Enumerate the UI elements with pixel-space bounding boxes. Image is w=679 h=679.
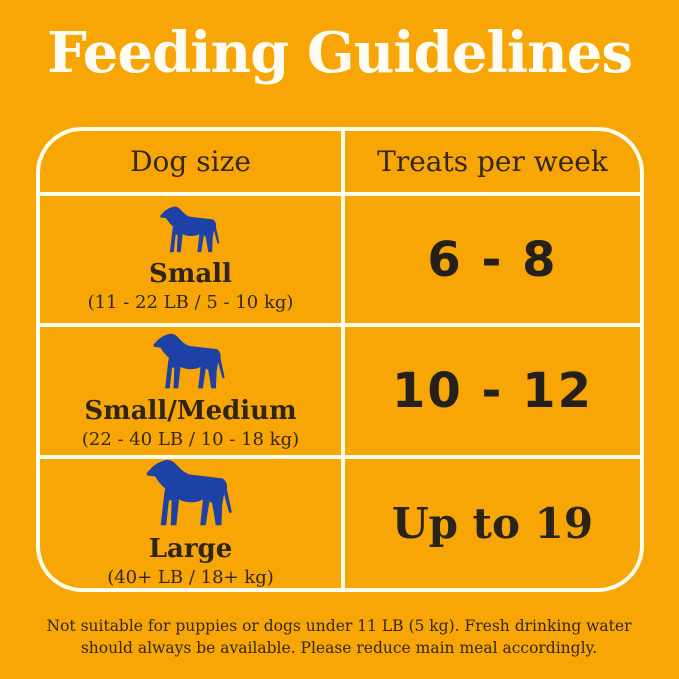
column-header-treats-per-week: Treats per week: [345, 131, 640, 192]
medium-dog-silhouette-icon: [153, 333, 225, 388]
row-small-medium-size-cell: Small/Medium (22 - 40 LB / 10 - 18 kg): [40, 327, 341, 455]
size-label: Large: [148, 533, 233, 564]
large-dog-silhouette-icon: [146, 459, 232, 526]
size-range: (40+ LB / 18+ kg): [107, 567, 274, 588]
row-small-medium-treats-cell: 10 - 12: [345, 327, 640, 455]
row-large-size-cell: Large (40+ LB / 18+ kg): [40, 458, 341, 588]
size-range: (11 - 22 LB / 5 - 10 kg): [87, 292, 294, 314]
size-range: (22 - 40 LB / 10 - 18 kg): [81, 428, 300, 450]
row-large-treats-cell: Up to 19: [345, 458, 640, 588]
row-small-size-cell: Small (11 - 22 LB / 5 - 10 kg): [40, 196, 341, 324]
footnote-text: Not suitable for puppies or dogs under 1…: [46, 617, 632, 657]
feeding-table: Dog size Treats per week Small (11 - 22 …: [36, 127, 644, 592]
page-title: Feeding Guidelines: [47, 20, 633, 86]
small-dog-silhouette-icon: [159, 206, 219, 253]
row-small-treats-cell: 6 - 8: [345, 196, 640, 324]
column-header-dog-size: Dog size: [40, 131, 341, 192]
size-label: Small: [149, 259, 232, 290]
size-label: Small/Medium: [84, 395, 297, 426]
